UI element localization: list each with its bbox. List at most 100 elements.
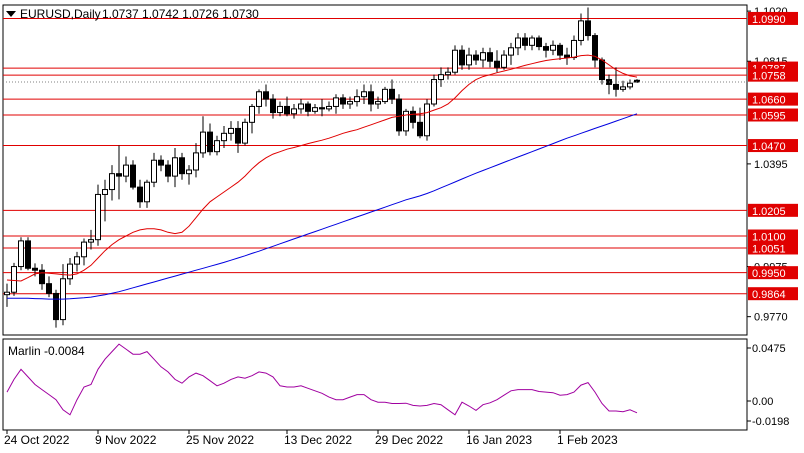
candle-body-up xyxy=(95,193,101,241)
candle-body-up xyxy=(424,103,430,137)
candle-body-up xyxy=(445,71,451,76)
candle-body-up xyxy=(67,263,73,280)
ma-slow-line xyxy=(7,113,638,300)
candle xyxy=(620,80,626,92)
candle-body-down xyxy=(32,267,38,271)
candle xyxy=(438,67,444,87)
candle-body-down xyxy=(494,60,500,68)
level-badge-label: 1.0100 xyxy=(752,232,786,244)
candle xyxy=(529,35,535,51)
candle xyxy=(347,96,353,109)
candle-body-down xyxy=(39,269,45,285)
oscillator-pane: Marlin -0.0084 0.0475 0.00 -0.0198 xyxy=(2,338,789,431)
candle xyxy=(256,89,262,114)
candle-body-down xyxy=(207,131,213,153)
osc-tick-bottom: -0.0198 xyxy=(752,416,789,428)
candle-body-down xyxy=(599,59,605,81)
candle-body-down xyxy=(487,52,493,62)
candle-body-up xyxy=(172,157,178,177)
oscillator-pane-frame xyxy=(2,338,748,431)
candle xyxy=(123,156,129,183)
collapse-triangle-icon[interactable] xyxy=(6,11,16,17)
candle-body-up xyxy=(228,127,234,134)
candle xyxy=(277,101,283,117)
candle xyxy=(116,145,122,200)
level-badge-label: 1.0660 xyxy=(752,95,786,107)
candle xyxy=(109,165,115,201)
time-tick-label: 29 Dec 2022 xyxy=(375,433,443,447)
candle-body-up xyxy=(578,20,584,41)
candle xyxy=(193,143,199,178)
level-badge: 1.0205 xyxy=(748,203,798,218)
candle xyxy=(4,283,10,307)
candle-body-up xyxy=(298,103,304,110)
level-badge: 1.0100 xyxy=(748,229,798,244)
candle xyxy=(501,50,507,70)
ohlc-readout: 1.0737 1.0742 1.0726 1.0730 xyxy=(102,7,259,21)
osc-tick-zero: 0.00 xyxy=(752,396,773,408)
level-badge-label: 0.9950 xyxy=(752,268,786,280)
oscillator-label: Marlin -0.0084 xyxy=(8,344,85,358)
candle xyxy=(144,179,150,208)
candle xyxy=(389,79,395,104)
candle-body-up xyxy=(151,159,157,183)
time-tick-label: 16 Jan 2023 xyxy=(466,433,532,447)
candle-body-up xyxy=(452,49,458,73)
candle-body-up xyxy=(508,47,514,56)
candle-body-up xyxy=(109,173,115,191)
candle xyxy=(578,13,584,46)
candle xyxy=(627,79,633,90)
candle xyxy=(235,121,241,153)
candle-body-down xyxy=(305,103,311,112)
candle xyxy=(18,237,24,271)
candle-body-down xyxy=(543,46,549,51)
candle xyxy=(361,84,367,104)
candle-body-down xyxy=(592,35,598,61)
candle xyxy=(284,96,290,117)
level-badge-label: 1.0595 xyxy=(752,111,786,123)
candle xyxy=(53,289,59,328)
candle xyxy=(46,276,52,298)
candle xyxy=(67,258,73,285)
candle-body-down xyxy=(410,110,416,123)
price-tick-label: 0.9770 xyxy=(754,312,788,324)
candle-body-up xyxy=(431,79,437,105)
candle xyxy=(508,42,514,65)
candle-body-up xyxy=(4,291,10,296)
candle xyxy=(424,99,430,141)
candle-body-down xyxy=(459,49,465,66)
level-badge-label: 1.0051 xyxy=(752,243,786,255)
candle xyxy=(473,50,479,65)
candle xyxy=(214,135,220,156)
candle-body-up xyxy=(382,88,388,103)
oscillator-ticks: 0.0475 0.00 -0.0198 xyxy=(747,343,789,428)
candle xyxy=(25,237,31,271)
candle xyxy=(494,50,500,73)
candle-body-up xyxy=(186,169,192,175)
time-tick-label: 13 Dec 2022 xyxy=(284,433,352,447)
candle xyxy=(305,101,311,117)
candle xyxy=(459,45,465,70)
candle xyxy=(81,238,87,266)
candle xyxy=(410,106,416,129)
level-badge-label: 0.9864 xyxy=(752,289,786,301)
candle-body-up xyxy=(144,181,150,203)
candle-body-down xyxy=(158,159,164,166)
candle-body-down xyxy=(557,44,563,56)
candle xyxy=(557,42,563,60)
level-badges-group: 1.09901.07871.07581.06601.05951.04701.02… xyxy=(748,11,798,301)
candle xyxy=(403,108,409,136)
time-tick-label: 24 Oct 2022 xyxy=(4,433,70,447)
candle-body-up xyxy=(291,108,297,115)
level-badge-label: 1.0990 xyxy=(752,14,786,26)
candle xyxy=(270,94,276,119)
level-badge: 0.9864 xyxy=(748,287,798,301)
candle-body-down xyxy=(53,292,59,321)
candle-body-up xyxy=(242,121,248,144)
candle xyxy=(179,152,185,180)
candle-body-up xyxy=(81,241,87,258)
candle xyxy=(249,104,255,134)
candle xyxy=(550,40,556,56)
candle-body-down xyxy=(389,88,395,100)
